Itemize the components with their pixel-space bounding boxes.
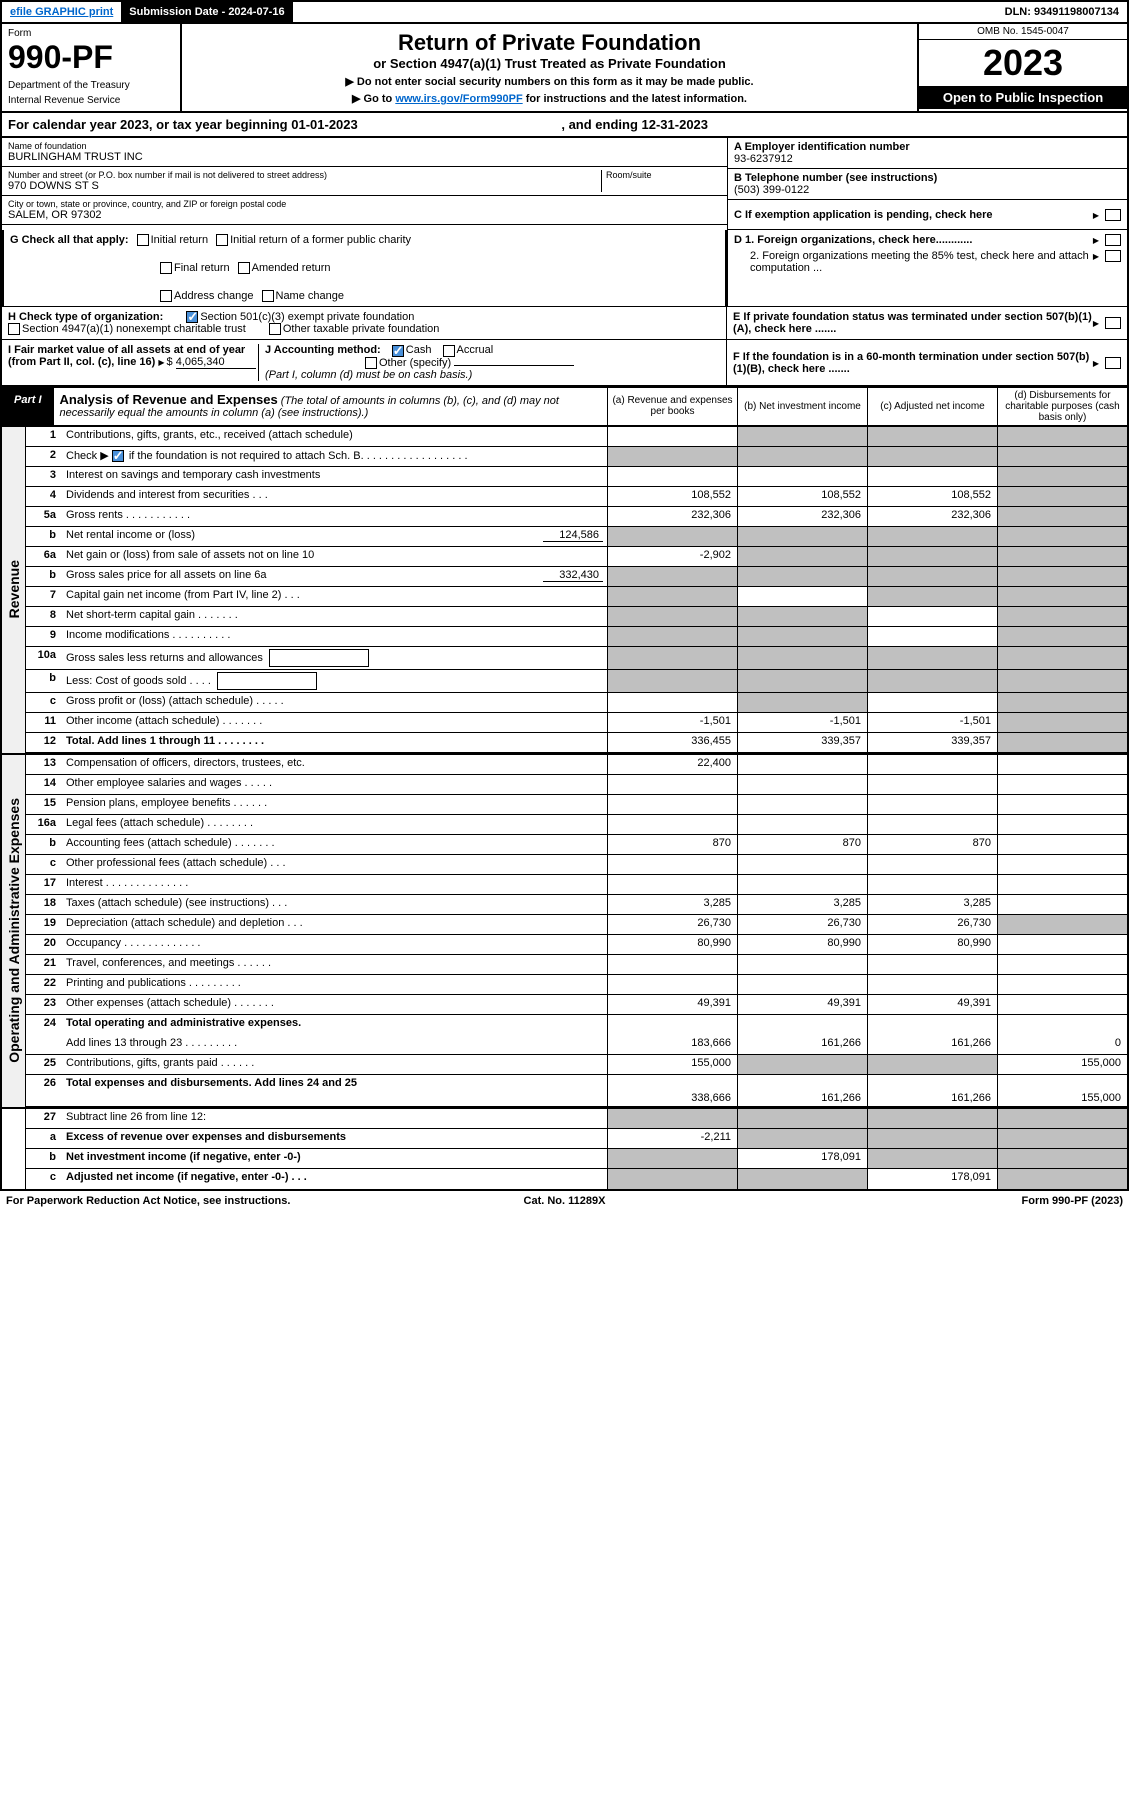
expenses-section: Operating and Administrative Expenses 13… xyxy=(0,755,1129,1109)
instr-2: ▶ Go to www.irs.gov/Form990PF for instru… xyxy=(188,92,911,105)
c-label: C If exemption application is pending, c… xyxy=(734,209,1093,221)
col-c: (c) Adjusted net income xyxy=(867,388,997,425)
schb-checkbox[interactable] xyxy=(112,450,124,462)
revenue-label: Revenue xyxy=(2,427,26,753)
top-bar: efile GRAPHIC print Submission Date - 20… xyxy=(0,0,1129,24)
amended-checkbox[interactable] xyxy=(238,262,250,274)
j-label: J Accounting method: xyxy=(265,344,381,356)
name-label: Name of foundation xyxy=(8,141,721,151)
tax-year: 2023 xyxy=(919,40,1127,86)
10a-box[interactable] xyxy=(269,649,369,667)
expenses-label: Operating and Administrative Expenses xyxy=(2,755,26,1107)
form-number: 990-PF xyxy=(8,39,174,76)
initial-checkbox[interactable] xyxy=(137,234,149,246)
footer-right: Form 990-PF (2023) xyxy=(751,1195,1123,1207)
calendar-year: For calendar year 2023, or tax year begi… xyxy=(0,113,1129,138)
dept: Department of the Treasury xyxy=(8,80,174,91)
i-value: 4,065,340 xyxy=(176,356,256,369)
addr-change-checkbox[interactable] xyxy=(160,290,172,302)
addr-label: Number and street (or P.O. box number if… xyxy=(8,170,601,180)
g-row: G Check all that apply: Initial return I… xyxy=(2,230,727,307)
h3-checkbox[interactable] xyxy=(269,323,281,335)
footer: For Paperwork Reduction Act Notice, see … xyxy=(0,1191,1129,1211)
phone: (503) 399-0122 xyxy=(734,184,1121,196)
info-section: Name of foundation BURLINGHAM TRUST INC … xyxy=(0,138,1129,230)
col-a: (a) Revenue and expenses per books xyxy=(607,388,737,425)
phone-label: B Telephone number (see instructions) xyxy=(734,172,1121,184)
initial-former-checkbox[interactable] xyxy=(216,234,228,246)
part-label: Part I xyxy=(2,388,54,425)
form-subtitle: or Section 4947(a)(1) Trust Treated as P… xyxy=(188,56,911,71)
h2-checkbox[interactable] xyxy=(8,323,20,335)
ein: 93-6237912 xyxy=(734,153,1121,165)
summary-section: 27Subtract line 26 from line 12: aExcess… xyxy=(0,1109,1129,1191)
cash-checkbox[interactable] xyxy=(392,345,404,357)
d1-label: D 1. Foreign organizations, check here..… xyxy=(734,234,1093,246)
h1-checkbox[interactable] xyxy=(186,311,198,323)
open-public: Open to Public Inspection xyxy=(919,86,1127,109)
revenue-section: Revenue 1Contributions, gifts, grants, e… xyxy=(0,427,1129,755)
footer-center: Cat. No. 11289X xyxy=(378,1195,750,1207)
omb: OMB No. 1545-0047 xyxy=(919,24,1127,40)
c-checkbox[interactable] xyxy=(1105,209,1121,221)
ein-label: A Employer identification number xyxy=(734,141,1121,153)
address: 970 DOWNS ST S xyxy=(8,180,601,192)
col-b: (b) Net investment income xyxy=(737,388,867,425)
footer-left: For Paperwork Reduction Act Notice, see … xyxy=(6,1195,378,1207)
d2-label: 2. Foreign organizations meeting the 85%… xyxy=(734,250,1093,274)
e-label: E If private foundation status was termi… xyxy=(733,311,1093,335)
accrual-checkbox[interactable] xyxy=(443,345,455,357)
city-label: City or town, state or province, country… xyxy=(8,199,721,209)
submission-date: Submission Date - 2024-07-16 xyxy=(121,2,292,22)
name-change-checkbox[interactable] xyxy=(262,290,274,302)
form-label: Form xyxy=(8,28,174,39)
j-note: (Part I, column (d) must be on cash basi… xyxy=(265,369,472,381)
instr-1: ▶ Do not enter social security numbers o… xyxy=(188,75,911,88)
d2-checkbox[interactable] xyxy=(1105,250,1121,262)
foundation-name: BURLINGHAM TRUST INC xyxy=(8,151,721,163)
e-checkbox[interactable] xyxy=(1105,317,1121,329)
irs-link[interactable]: www.irs.gov/Form990PF xyxy=(395,93,522,105)
final-checkbox[interactable] xyxy=(160,262,172,274)
10b-box[interactable] xyxy=(217,672,317,690)
d1-checkbox[interactable] xyxy=(1105,234,1121,246)
other-checkbox[interactable] xyxy=(365,357,377,369)
irs: Internal Revenue Service xyxy=(8,95,174,106)
form-header: Form 990-PF Department of the Treasury I… xyxy=(0,24,1129,113)
f-checkbox[interactable] xyxy=(1105,357,1121,369)
form-title: Return of Private Foundation xyxy=(188,30,911,56)
col-d: (d) Disbursements for charitable purpose… xyxy=(997,388,1127,425)
part1-header: Part I Analysis of Revenue and Expenses … xyxy=(0,387,1129,427)
f-label: F If the foundation is in a 60-month ter… xyxy=(733,351,1093,375)
dln: DLN: 93491198007134 xyxy=(997,2,1127,22)
room-label: Room/suite xyxy=(606,170,721,180)
efile-link[interactable]: efile GRAPHIC print xyxy=(2,2,121,22)
city: SALEM, OR 97302 xyxy=(8,209,721,221)
